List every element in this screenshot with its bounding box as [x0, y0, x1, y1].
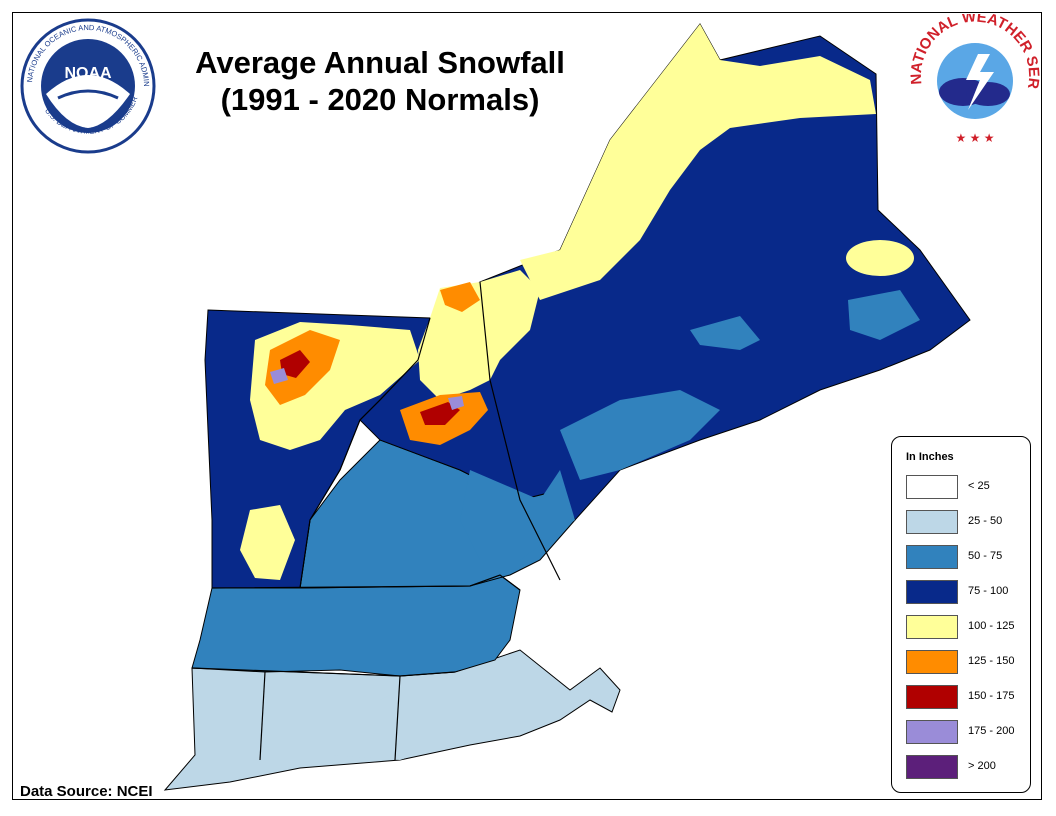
region-jay-peak: [280, 350, 310, 378]
legend-item: 175 - 200: [906, 720, 1026, 744]
legend-item: 50 - 75: [906, 545, 1026, 569]
region-southwest-maine: [460, 470, 575, 560]
legend-label: 125 - 150: [968, 655, 1015, 667]
legend-swatch: [906, 685, 958, 709]
legend-item: 25 - 50: [906, 510, 1026, 534]
legend-label: 100 - 125: [968, 620, 1015, 632]
lightning-icon: [966, 54, 994, 110]
data-source: Data Source: NCEI: [20, 783, 153, 800]
legend-item: 100 - 125: [906, 615, 1026, 639]
legend-item: 150 - 175: [906, 685, 1026, 709]
legend-item: 75 - 100: [906, 580, 1026, 604]
legend-item: < 25: [906, 475, 1026, 499]
legend-label: 25 - 50: [968, 515, 1003, 527]
noaa-center-text: NOAA: [64, 65, 112, 82]
noaa-logo: NOAA NATIONAL OCEANIC AND ATMOSPHERIC AD…: [18, 16, 156, 154]
region-northern-nh-orange: [440, 282, 480, 312]
nws-logo: NATIONAL WEATHER SERVICE ★ ★ ★: [908, 14, 1042, 145]
legend-item: 125 - 150: [906, 650, 1026, 674]
map-frame: [12, 12, 1042, 800]
region-mansfield: [270, 368, 288, 384]
region-downeast: [690, 316, 760, 350]
legend-swatch: [906, 510, 958, 534]
region-eastport: [848, 290, 920, 340]
legend-swatch: [906, 475, 958, 499]
legend-label: < 25: [968, 480, 990, 492]
region-massachusetts: [191, 574, 521, 677]
region-aroostook-yellow: [846, 240, 914, 276]
star-icons: ★ ★ ★: [956, 131, 995, 145]
legend-label: 50 - 75: [968, 550, 1003, 562]
region-presidential-peak: [420, 402, 460, 425]
legend-label: 75 - 100: [968, 585, 1009, 597]
legend-label: 150 - 175: [968, 690, 1015, 702]
map-title: Average Annual Snowfall (1991 - 2020 Nor…: [150, 44, 610, 118]
region-northern-maine: [520, 24, 876, 300]
legend-swatch: [906, 720, 958, 744]
title-line-2: (1991 - 2020 Normals): [220, 82, 540, 117]
legend-label: 175 - 200: [968, 725, 1015, 737]
legend-item: > 200: [906, 755, 1026, 779]
region-mt-washington: [448, 396, 464, 410]
legend-swatch: [906, 650, 958, 674]
title-line-1: Average Annual Snowfall: [195, 45, 565, 80]
legend-swatch: [906, 545, 958, 569]
region-southern-vt-yellow: [240, 505, 295, 580]
legend-label: > 200: [968, 760, 996, 772]
region-maine-coast: [560, 390, 720, 480]
legend-swatch: [906, 615, 958, 639]
state-borders: [191, 281, 561, 761]
legend-swatch: [906, 580, 958, 604]
legend-title: In Inches: [906, 451, 954, 463]
legend: In Inches < 25 25 - 50 50 - 75 75 - 100 100 …: [891, 436, 1031, 793]
legend-swatch: [906, 755, 958, 779]
